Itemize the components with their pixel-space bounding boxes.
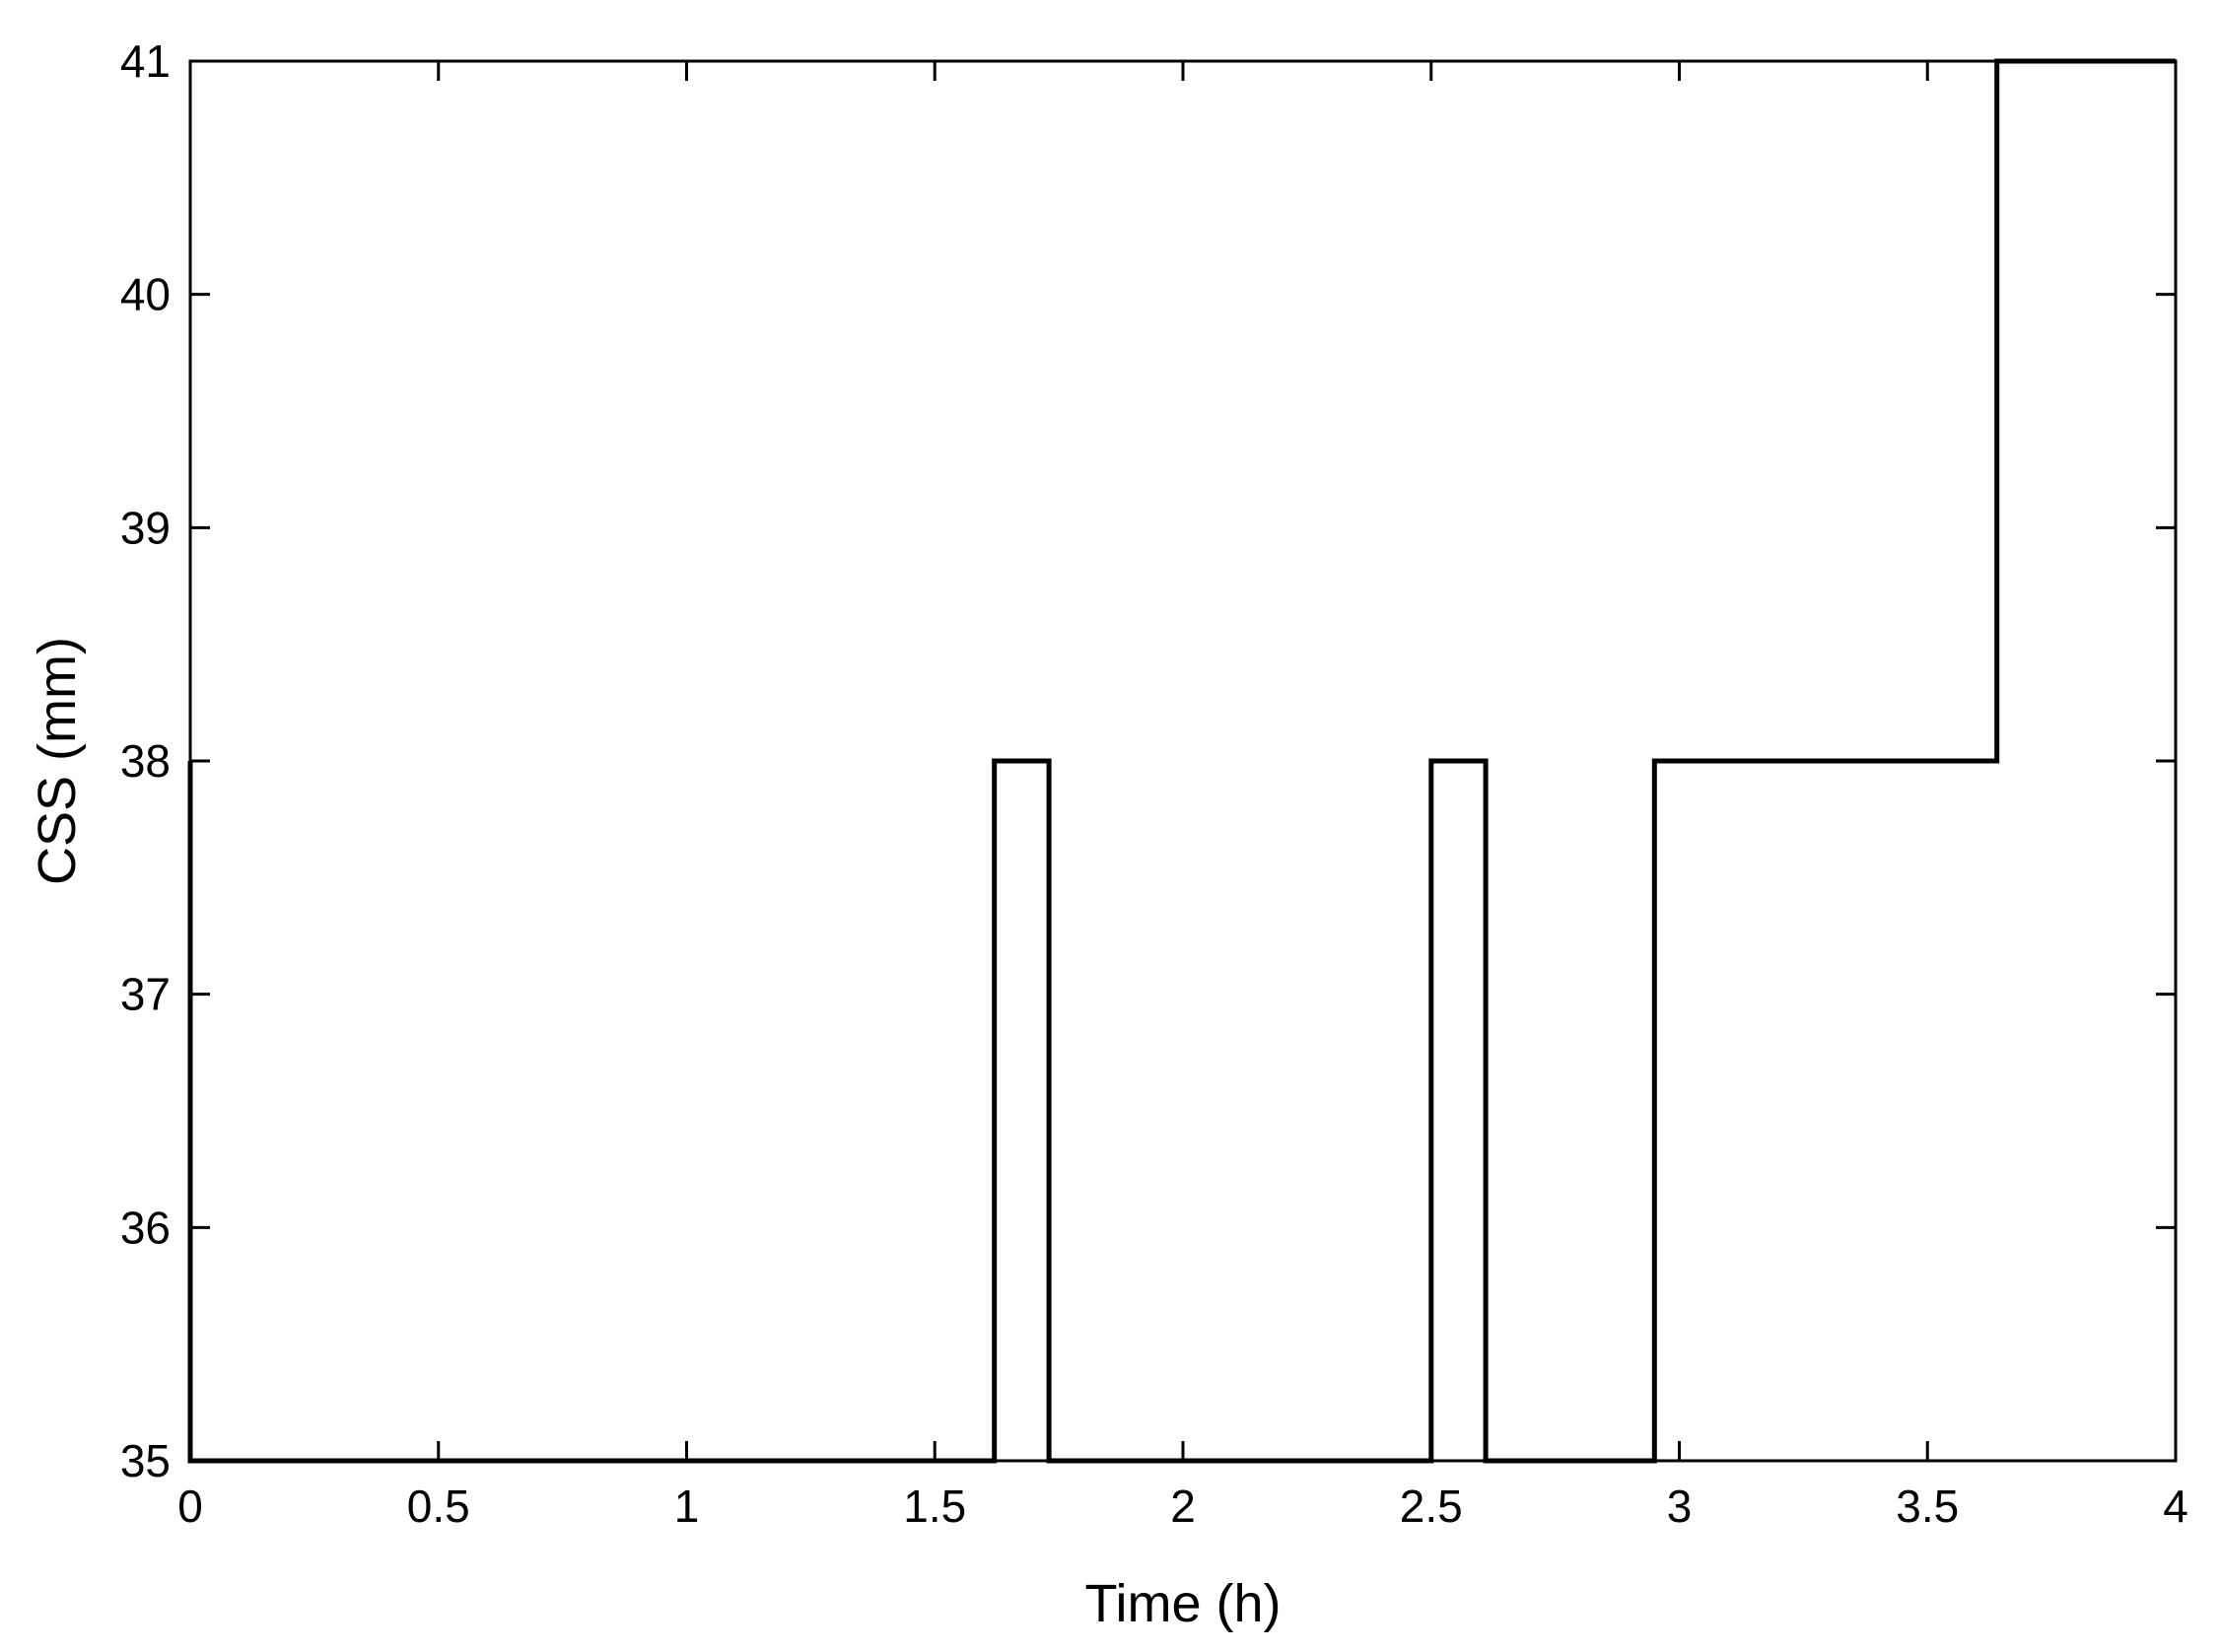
y-tick-label: 39	[120, 502, 171, 553]
x-tick-label: 0.5	[407, 1480, 470, 1532]
x-axis-title: Time (h)	[1085, 1574, 1282, 1633]
x-tick-label: 2.5	[1400, 1480, 1463, 1532]
x-tick-label: 0	[177, 1480, 203, 1532]
plot-frame	[188, 59, 2178, 1463]
x-tick-label: 3	[1667, 1480, 1693, 1532]
series-line-0	[187, 58, 2176, 1464]
y-tick-label: 37	[120, 969, 171, 1020]
label-layer: 0 0.5 1 1.5 2 2.5 3 3.5 4 35 36 37 38 39 40 41	[120, 35, 2188, 1532]
x-tick-label: 2	[1170, 1480, 1196, 1532]
x-tick-label: 1.5	[903, 1480, 966, 1532]
y-tick-label: 35	[120, 1435, 171, 1486]
y-tick-label: 38	[120, 735, 171, 787]
plot-layer	[187, 58, 2176, 1464]
x-tick-label: 4	[2163, 1480, 2188, 1532]
y-tick-label: 41	[120, 35, 171, 87]
y-tick-label: 40	[120, 269, 171, 320]
y-tick-label: 36	[120, 1202, 171, 1253]
x-tick-label: 1	[674, 1480, 700, 1532]
x-tick-label: 3.5	[1896, 1480, 1959, 1532]
y-axis-title: CSS (mm)	[28, 637, 87, 885]
